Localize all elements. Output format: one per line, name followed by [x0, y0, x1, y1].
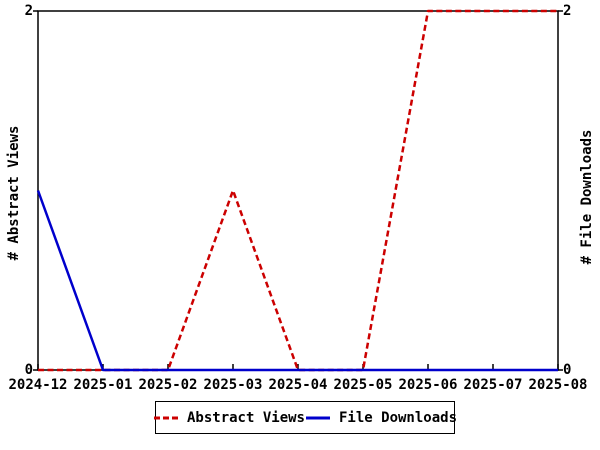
- legend-sample-file-downloads: [305, 415, 331, 421]
- legend: Abstract Views File Downloads: [153, 401, 458, 434]
- y-tick-label-left-0: 0: [24, 362, 33, 378]
- legend-sample-abstract-views: [153, 415, 179, 421]
- legend-label-file-downloads: File Downloads: [339, 409, 458, 426]
- plot-border: [37, 10, 559, 371]
- y-tick-label-left-2: 2: [24, 3, 33, 19]
- y-axis-label-left: # Abstract Views: [6, 125, 22, 261]
- x-tick-label-2025-02: 2025-02: [138, 377, 198, 393]
- y-tick-label-right-0: 0: [563, 362, 572, 378]
- y-tick-label-right-2: 2: [563, 3, 572, 19]
- series-line-abstract-views: [38, 9, 558, 372]
- x-tick-label-2025-05: 2025-05: [333, 377, 393, 393]
- x-tick-label-2025-07: 2025-07: [463, 377, 523, 393]
- x-tick-label-2025-01: 2025-01: [73, 377, 133, 393]
- x-tick-label-2024-12: 2024-12: [8, 377, 68, 393]
- legend-label-abstract-views: Abstract Views: [186, 409, 305, 426]
- dashed-line-icon: [153, 416, 178, 419]
- x-tick-label-2025-03: 2025-03: [203, 377, 263, 393]
- x-tick-label-2025-04: 2025-04: [268, 377, 328, 393]
- y-axis-label-right: # File Downloads: [579, 129, 595, 265]
- x-tick-label-2025-08: 2025-08: [528, 377, 588, 393]
- x-tick-label-2025-06: 2025-06: [398, 377, 458, 393]
- solid-line-icon: [306, 416, 330, 419]
- series-line-file-downloads: [36, 190, 558, 372]
